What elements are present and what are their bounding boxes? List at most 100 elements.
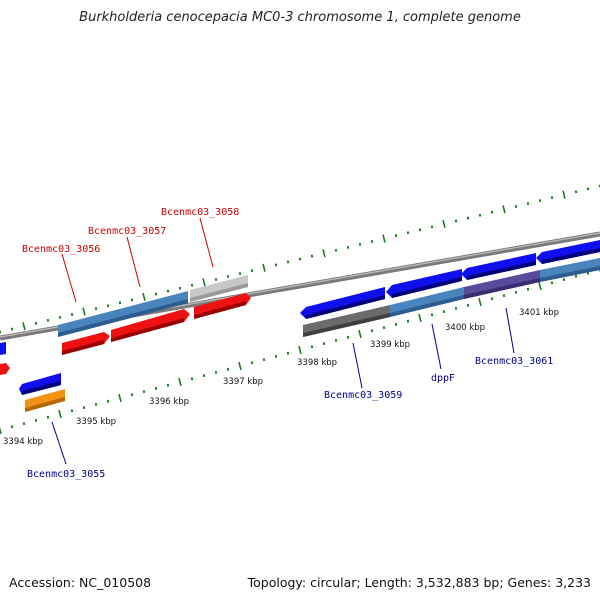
minor-tick [394, 322, 398, 326]
gene-features-right [300, 240, 600, 337]
tick-label-3399: 3399 kbp [370, 340, 410, 350]
tick-label-3395: 3395 kbp [76, 417, 116, 427]
minor-tick [70, 409, 74, 413]
tick-label-3398: 3398 kbp [297, 358, 337, 368]
minor-tick [94, 307, 98, 311]
minor-tick [250, 361, 254, 365]
gene-feature-3059-cds [300, 287, 385, 319]
minor-tick [106, 304, 110, 308]
tick-label-3397: 3397 kbp [223, 377, 263, 387]
gene-label-3057: Bcenmc03_3057 [88, 226, 166, 237]
minor-tick [370, 239, 374, 243]
minor-tick [214, 277, 218, 281]
minor-tick [94, 402, 98, 406]
minor-tick [418, 228, 422, 232]
gene-feature-partial-blue [0, 342, 6, 355]
minor-tick [586, 187, 590, 191]
minor-tick [70, 312, 74, 316]
gene-feature-partial-red [0, 363, 10, 375]
tick-label-3400: 3400 kbp [445, 323, 485, 333]
minor-tick [46, 318, 50, 322]
minor-tick [478, 213, 482, 217]
gene-label-dppF: dppF [431, 373, 455, 384]
minor-tick [466, 303, 470, 307]
major-tick [358, 329, 362, 339]
major-tick [442, 219, 446, 229]
major-tick [118, 393, 122, 403]
minor-tick [190, 377, 194, 381]
minor-tick [490, 297, 494, 301]
minor-tick [394, 234, 398, 238]
minor-tick [430, 225, 434, 229]
major-tick [298, 345, 302, 355]
major-tick [382, 234, 386, 243]
minor-tick [106, 399, 110, 403]
minor-tick [142, 390, 146, 394]
minor-tick [514, 204, 518, 208]
minor-tick [526, 202, 530, 206]
tick-label-3401: 3401 kbp [519, 308, 559, 318]
major-tick [502, 205, 506, 214]
major-tick [178, 377, 182, 387]
minor-tick [34, 321, 38, 325]
minor-tick [10, 425, 14, 429]
minor-tick [526, 287, 530, 291]
minor-tick [514, 290, 518, 294]
minor-tick [346, 245, 350, 249]
minor-tick [298, 257, 302, 261]
minor-tick [466, 216, 470, 220]
minor-tick [166, 383, 170, 387]
minor-tick [286, 351, 290, 355]
minor-tick [286, 260, 290, 264]
label-leaders [51, 217, 515, 465]
minor-tick [190, 283, 194, 287]
major-tick [262, 263, 266, 272]
gene-label-3061: Bcenmc03_3061 [475, 356, 553, 367]
minor-tick [322, 342, 326, 346]
minor-tick [334, 248, 338, 252]
minor-tick [406, 319, 410, 323]
minor-tick [442, 310, 446, 314]
minor-tick [10, 327, 14, 331]
gene-feature-dppF-cds [386, 269, 462, 298]
tick-label-3396: 3396 kbp [149, 397, 189, 407]
minor-tick [550, 196, 554, 200]
major-tick [58, 409, 62, 419]
map-title: Burkholderia cenocepacia MC0-3 chromosom… [79, 10, 521, 25]
minor-tick [130, 298, 134, 302]
major-tick [22, 322, 26, 331]
minor-tick [118, 301, 122, 305]
minor-tick [538, 199, 542, 203]
minor-tick [430, 313, 434, 317]
minor-tick [154, 292, 158, 296]
gene-labels: Bcenmc03_3056 Bcenmc03_3057 Bcenmc03_305… [22, 207, 553, 480]
gene-label-3056: Bcenmc03_3056 [22, 244, 100, 255]
minor-tick [226, 367, 230, 371]
topology-text: Topology: circular; Length: 3,532,883 bp… [247, 575, 591, 590]
minor-tick [58, 315, 62, 319]
gene-label-3058: Bcenmc03_3058 [161, 207, 239, 218]
minor-tick [310, 254, 314, 258]
major-tick [0, 426, 2, 435]
gene-label-3055: Bcenmc03_3055 [27, 469, 105, 480]
minor-tick [166, 289, 170, 293]
major-tick [142, 292, 146, 302]
minor-tick [274, 354, 278, 358]
major-tick [238, 361, 242, 371]
minor-tick [382, 326, 386, 330]
upper-tick-track [0, 184, 600, 334]
major-tick [562, 190, 566, 199]
kbp-labels: 3394 kbp 3395 kbp 3396 kbp 3397 kbp 3398… [3, 308, 559, 447]
minor-tick [214, 370, 218, 374]
minor-tick [238, 272, 242, 276]
major-tick [418, 313, 422, 323]
minor-tick [562, 278, 566, 282]
major-tick [538, 281, 542, 291]
minor-tick [406, 231, 410, 235]
major-tick [478, 297, 482, 307]
minor-tick [502, 294, 506, 298]
minor-tick [454, 306, 458, 310]
lower-tick-track [0, 265, 600, 435]
minor-tick [250, 269, 254, 273]
